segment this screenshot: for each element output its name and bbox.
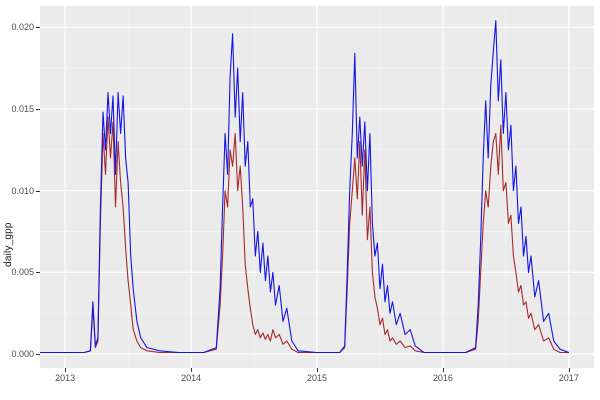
x-tick-mark — [191, 368, 193, 372]
y-tick-label: 0.015 — [11, 103, 34, 114]
y-tick-mark — [36, 272, 40, 274]
y-axis-title: daily_gpp — [3, 222, 14, 267]
y-tick-label: 0.020 — [11, 22, 34, 33]
x-tick-mark — [65, 368, 67, 372]
plot-panel — [40, 6, 594, 368]
y-tick-mark — [36, 27, 40, 29]
x-tick-mark — [442, 368, 444, 372]
line-gpp-blue — [40, 20, 569, 354]
x-tick-label: 2017 — [558, 373, 579, 383]
x-tick-label: 2015 — [306, 373, 328, 383]
y-tick-mark — [36, 354, 40, 356]
y-tick-label: 0.010 — [11, 185, 34, 196]
y-tick-mark — [36, 108, 40, 110]
y-tick-mark — [36, 190, 40, 192]
y-tick-label: 0.000 — [11, 349, 34, 360]
x-tick-label: 2014 — [181, 373, 202, 383]
x-tick-label: 2013 — [55, 373, 76, 383]
x-tick-mark — [317, 368, 318, 372]
plot-area — [40, 6, 594, 368]
y-tick-label: 0.005 — [11, 267, 34, 278]
line-gpp-red — [40, 116, 569, 354]
x-tick-mark — [568, 368, 570, 372]
x-tick-label: 2016 — [432, 373, 453, 383]
